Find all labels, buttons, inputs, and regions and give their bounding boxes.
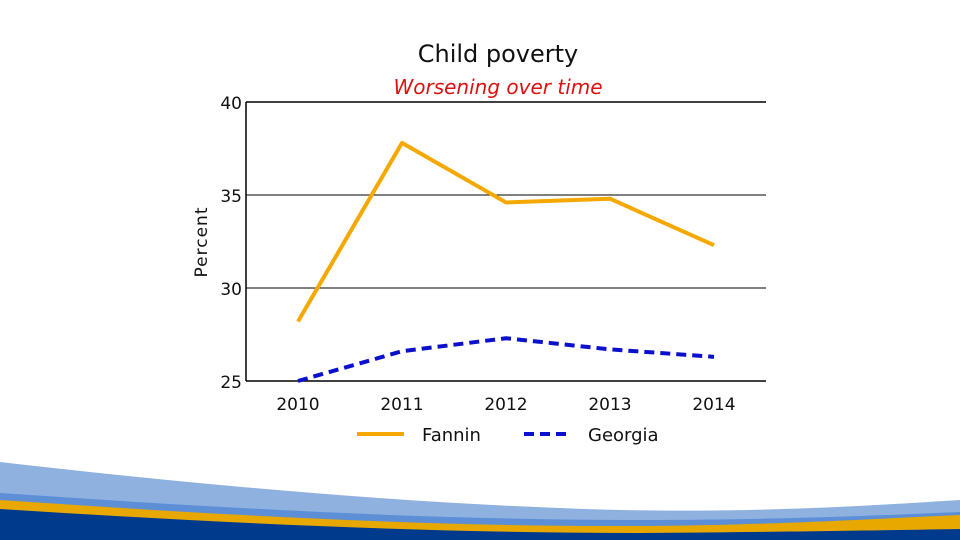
wave-dark-band [0, 509, 960, 540]
y-tick-label: 25 [220, 373, 242, 393]
x-tick-labels: 2010 2011 2012 2013 2014 [276, 395, 735, 415]
x-tick-label: 2013 [588, 395, 631, 415]
x-tick-label: 2011 [380, 395, 423, 415]
chart-title: Child poverty [417, 40, 579, 68]
x-tick-label: 2012 [484, 395, 527, 415]
axes [245, 102, 766, 382]
y-tick-label: 35 [220, 187, 242, 207]
x-tick-label: 2010 [276, 395, 319, 415]
legend: Fannin Georgia [357, 425, 659, 446]
legend-label-fannin: Fannin [422, 425, 481, 446]
chart-subtitle: Worsening over time [393, 75, 603, 99]
y-tick-label: 30 [220, 280, 242, 300]
y-tick-labels: 25 30 35 40 [220, 94, 242, 393]
y-axis-label: Percent [192, 207, 212, 278]
series [296, 140, 715, 383]
grid-lines [246, 101, 766, 289]
x-tick-label: 2014 [692, 395, 735, 415]
legend-label-georgia: Georgia [588, 425, 659, 446]
y-tick-label: 40 [220, 94, 242, 114]
